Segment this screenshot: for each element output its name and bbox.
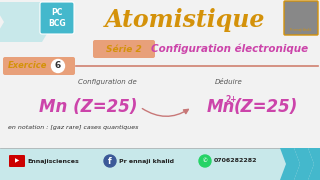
Text: Atomistique: Atomistique xyxy=(105,8,265,32)
Text: Déduire: Déduire xyxy=(215,79,243,85)
Text: f: f xyxy=(108,156,112,165)
Text: Ennajisciences: Ennajisciences xyxy=(27,159,79,163)
Text: ✆: ✆ xyxy=(203,159,207,163)
Text: Configuration de: Configuration de xyxy=(78,79,137,85)
Text: Configuration électronique: Configuration électronique xyxy=(151,44,308,54)
Circle shape xyxy=(104,155,116,167)
Polygon shape xyxy=(8,2,38,42)
Text: en notation : [gaz rare] cases quantiques: en notation : [gaz rare] cases quantique… xyxy=(8,125,138,130)
Text: Pr ennaji khalid: Pr ennaji khalid xyxy=(291,28,312,32)
Text: Série 2: Série 2 xyxy=(106,44,142,53)
Text: ▶: ▶ xyxy=(15,159,19,163)
Text: Pr ennaji khalid: Pr ennaji khalid xyxy=(119,159,174,163)
Polygon shape xyxy=(0,2,22,42)
Polygon shape xyxy=(294,148,314,180)
FancyBboxPatch shape xyxy=(40,2,74,34)
Circle shape xyxy=(52,60,65,73)
Text: PC
BCG: PC BCG xyxy=(48,8,66,28)
FancyBboxPatch shape xyxy=(9,155,25,167)
FancyBboxPatch shape xyxy=(3,57,75,75)
Circle shape xyxy=(199,155,211,167)
Polygon shape xyxy=(308,148,320,180)
Polygon shape xyxy=(280,148,300,180)
Text: 0706282282: 0706282282 xyxy=(214,159,258,163)
Text: Mn (Z=25): Mn (Z=25) xyxy=(39,98,137,116)
Text: (Z=25): (Z=25) xyxy=(234,98,298,116)
Text: Exercice: Exercice xyxy=(8,62,48,71)
Text: 2+: 2+ xyxy=(225,96,236,105)
Text: Mn: Mn xyxy=(207,98,236,116)
FancyBboxPatch shape xyxy=(0,148,320,180)
Polygon shape xyxy=(24,2,54,42)
FancyBboxPatch shape xyxy=(284,1,318,35)
FancyBboxPatch shape xyxy=(93,40,155,58)
FancyArrowPatch shape xyxy=(142,109,188,116)
Text: 6: 6 xyxy=(55,62,61,71)
